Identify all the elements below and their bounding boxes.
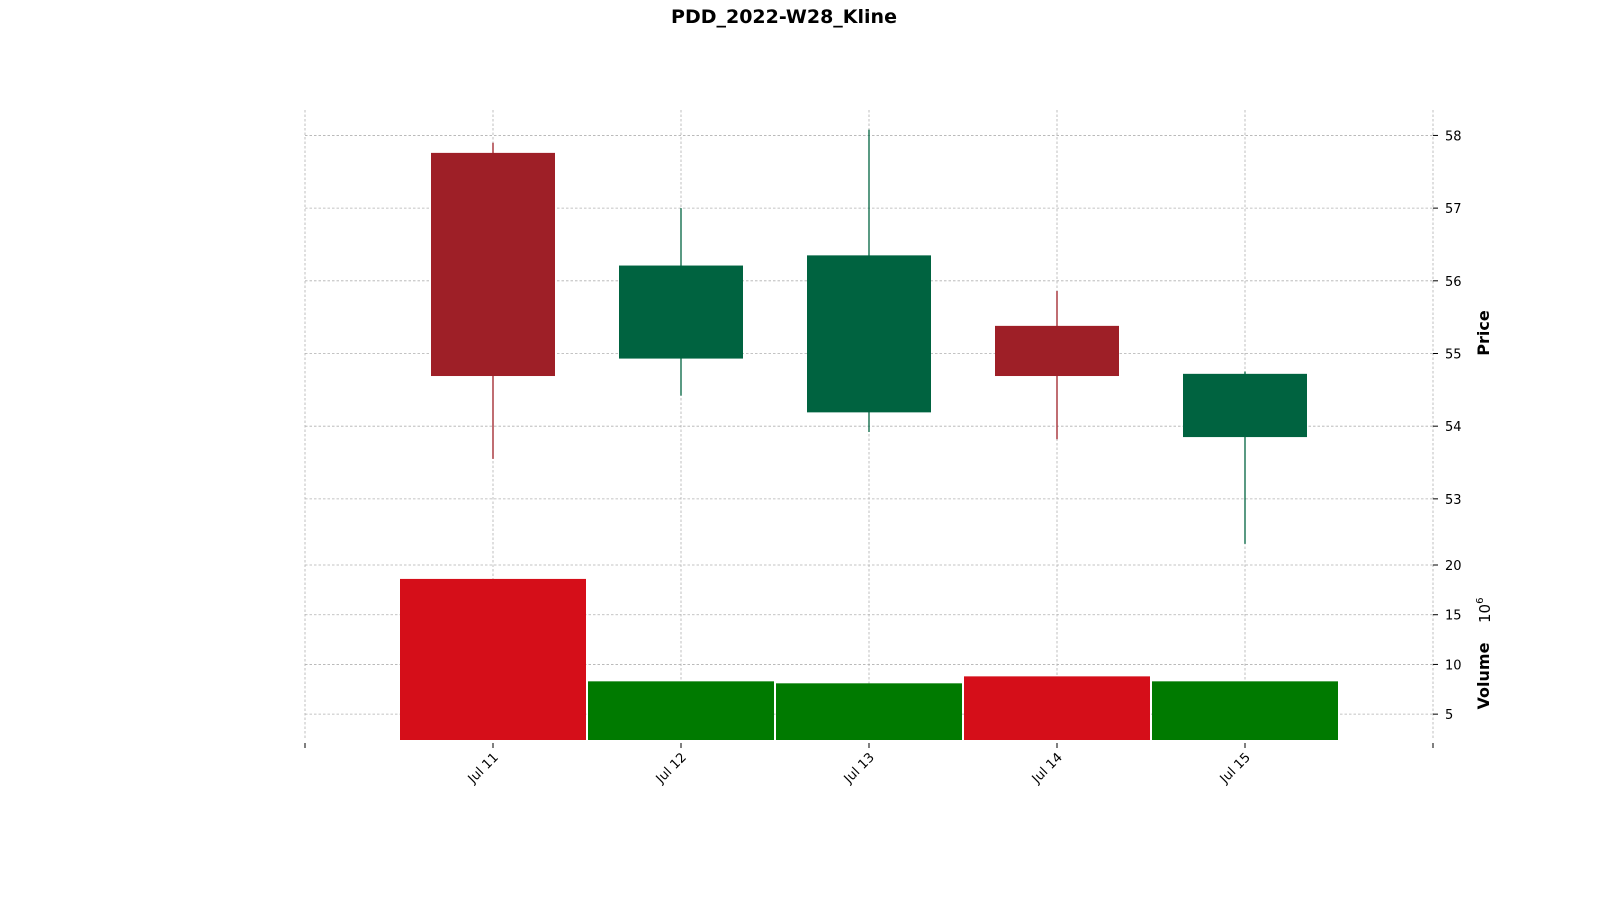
volume-bar [588, 681, 774, 740]
chart-title: PDD_2022-W28_Kline [671, 6, 897, 28]
volume-exponent-base: 10 [1476, 604, 1494, 623]
x-tick-label: Jul 14 [1029, 750, 1066, 787]
volume-panel: 5 10 15 20 [305, 559, 1462, 740]
candle-body [807, 255, 931, 413]
price-panel: 53 54 55 56 57 58 [304, 110, 1462, 740]
candle-body [1183, 373, 1307, 438]
candle-body [995, 325, 1119, 377]
price-tick-label: 55 [1445, 347, 1462, 362]
volume-exponent-power: 6 [1475, 598, 1486, 604]
volume-bar [400, 578, 586, 740]
price-axis-label: Price [1474, 310, 1493, 356]
volume-axis-label: Volume [1474, 642, 1493, 709]
price-tick-label: 58 [1445, 129, 1462, 144]
price-tick-label: 54 [1445, 420, 1462, 435]
x-tick-label: Jul 11 [465, 750, 502, 787]
volume-bar [776, 683, 962, 740]
volume-tick-label: 5 [1445, 708, 1453, 723]
volume-tick-label: 20 [1445, 559, 1462, 574]
volume-bar [1152, 681, 1338, 740]
x-tick-label: Jul 15 [1217, 750, 1254, 787]
x-tick-label: Jul 12 [653, 750, 690, 787]
volume-tick-label: 15 [1445, 609, 1462, 624]
price-tick-label: 53 [1445, 493, 1462, 508]
x-axis: Jul 11 Jul 12 Jul 13 Jul 14 Jul 15 [304, 743, 1434, 787]
volume-tick-label: 10 [1445, 658, 1462, 673]
candle-body [431, 152, 555, 377]
volume-bar [964, 676, 1150, 740]
price-tick-label: 56 [1445, 275, 1462, 290]
x-tick-label: Jul 13 [841, 750, 878, 787]
price-tick-label: 57 [1445, 202, 1462, 217]
volume-axis-exponent: 106 [1475, 598, 1494, 623]
candle-body [619, 265, 743, 359]
